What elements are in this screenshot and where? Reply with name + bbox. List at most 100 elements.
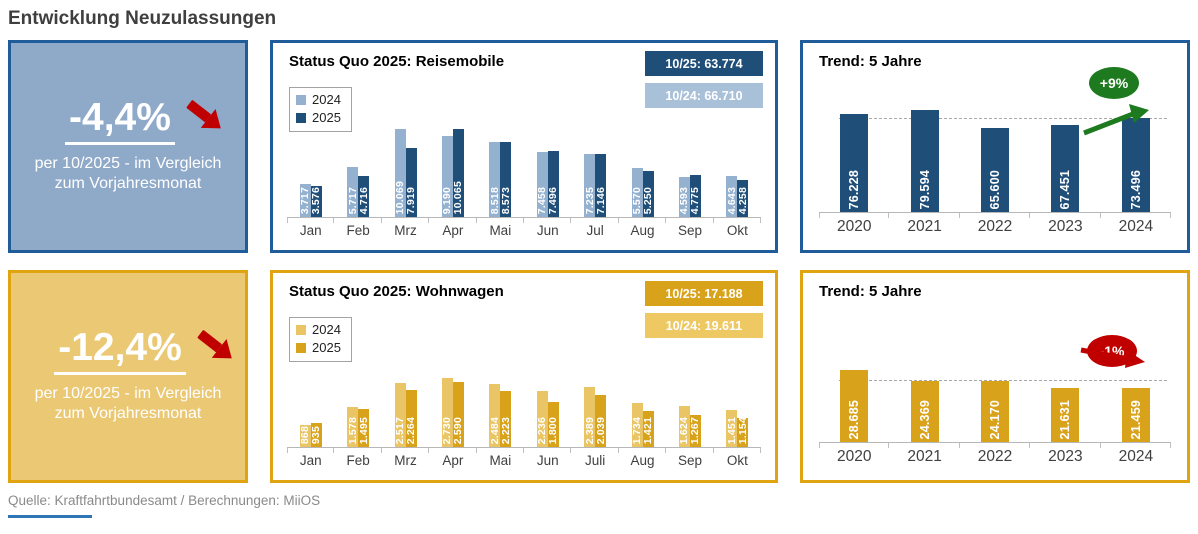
bar-value-label: 7.146 [595, 186, 607, 214]
bar: 5.250 [642, 171, 654, 217]
month-group: 2.236 1.800 [524, 375, 572, 453]
bar: 8.518 [489, 142, 501, 217]
year-group: 28.685 [819, 366, 890, 448]
legend: 2024 2025 [289, 87, 352, 132]
bar-value-label: 1.495 [358, 416, 370, 444]
month-label: Feb [346, 223, 370, 238]
kpi-value-wohnwagen: -12,4% [54, 328, 186, 375]
bar: 1.421 [642, 411, 654, 447]
bar: 2.517 [394, 383, 406, 447]
year-group: 79.594 [889, 104, 961, 218]
month-label: Juli [585, 453, 606, 468]
summary-badges: 10/25: 17.188 10/24: 19.611 [645, 281, 763, 338]
bar-value-label: 5.717 [347, 186, 359, 214]
month-group: 868 935 [287, 375, 335, 453]
year-label: 2022 [977, 218, 1013, 235]
bar: 7.146 [595, 154, 607, 217]
average-reference-line [839, 118, 1167, 119]
year-group: 24.369 [889, 366, 961, 448]
month-group: 7.235 7.146 [571, 125, 620, 223]
year-group: 24.170 [960, 366, 1031, 448]
month-label: Apr [442, 453, 464, 468]
bar-value-label: 2.389 [584, 416, 596, 444]
bar-value-label: 7.458 [536, 186, 548, 214]
month-label: Mrz [394, 223, 417, 238]
bar: 4.716 [358, 176, 370, 217]
bar: 8.573 [500, 142, 512, 217]
month-group: 10.069 7.919 [382, 125, 430, 223]
bar: 1.800 [547, 402, 559, 447]
bar-value-label: 1.421 [642, 416, 654, 444]
month-label: Okt [726, 223, 748, 238]
bar-value-label: 1.624 [678, 416, 690, 444]
month-label: Jun [536, 223, 559, 238]
bar: 935 [310, 423, 322, 447]
bar: 9.190 [441, 136, 453, 217]
legend-item: 2024 [296, 322, 341, 338]
month-label: Apr [442, 223, 464, 238]
year-group: 21.459 [1101, 366, 1172, 448]
trend-up-arrow-icon [1081, 101, 1149, 139]
summary-badge: 10/24: 19.611 [645, 313, 763, 338]
bar: 3.717 [299, 184, 311, 217]
month-label: Sep [677, 223, 702, 238]
bar-value-label: 935 [310, 425, 322, 444]
bar: 73.496 [1121, 118, 1150, 212]
legend-label: 2024 [312, 322, 341, 337]
month-group: 2.389 2.039 [571, 375, 620, 453]
legend-item: 2024 [296, 92, 341, 108]
month-label: Okt [726, 453, 748, 468]
month-group: 4.643 4.258 [714, 125, 762, 223]
bar: 1.495 [358, 409, 370, 447]
month-group: 3.717 3.576 [287, 125, 335, 223]
month-label: Jul [586, 223, 604, 238]
bar-value-label: 8.573 [500, 186, 512, 214]
bar: 1.734 [631, 403, 643, 447]
legend-label: 2025 [312, 340, 341, 356]
summary-badges: 10/25: 63.774 10/24: 66.710 [645, 51, 763, 108]
month-group: 2.730 2.590 [429, 375, 478, 453]
plot-area: 28.685 24.369 24.170 21.631 21.459 2020 2021 20… [819, 366, 1172, 466]
bar-value-label: 4.593 [678, 186, 690, 214]
month-group: 8.518 8.573 [477, 125, 525, 223]
bar: 1.578 [347, 407, 359, 447]
kpi-caption-reisemobile: per 10/2025 - im Vergleich zum Vorjahres… [34, 154, 222, 193]
bar-value-label: 4.775 [689, 186, 701, 214]
bar: 5.570 [631, 168, 643, 217]
bar-value-label: 3.717 [299, 186, 311, 214]
year-label: 2021 [907, 448, 942, 465]
bar: 2.590 [452, 382, 464, 447]
month-label: Mai [489, 453, 512, 468]
bar-value-label: 24.369 [917, 399, 932, 439]
month-label: Feb [346, 453, 370, 468]
month-group: 5.570 5.250 [619, 125, 667, 223]
plot-area: 76.228 79.594 65.600 67.451 73.496 2020 2021 20… [819, 104, 1172, 236]
bar-value-label: 65.600 [988, 169, 1003, 209]
bar: 10.069 [394, 129, 406, 217]
month-group: 4.593 4.775 [666, 125, 715, 223]
bar-value-label: 2.484 [489, 416, 501, 444]
month-group: 9.190 10.065 [429, 125, 478, 223]
bar-value-label: 4.258 [737, 186, 749, 214]
bar: 7.458 [536, 152, 548, 217]
bar: 4.775 [689, 175, 701, 217]
bar-value-label: 24.170 [988, 399, 1003, 439]
bar: 2.039 [595, 395, 607, 447]
month-group: 2.484 2.223 [477, 375, 525, 453]
bar-value-label: 2.517 [394, 416, 406, 444]
bar: 1.451 [726, 410, 738, 447]
bar: 2.389 [584, 387, 596, 447]
kpi-card-reisemobile: -4,4% per 10/2025 - im Vergleich zum Vor… [8, 40, 248, 253]
bar: 2.264 [405, 390, 417, 447]
bar: 4.258 [737, 180, 749, 217]
summary-badge: 10/24: 66.710 [645, 83, 763, 108]
red-down-right-arrow-icon [197, 329, 232, 359]
bar: 2.730 [441, 378, 453, 447]
legend-label: 2025 [312, 110, 341, 126]
dashboard-grid: -4,4% per 10/2025 - im Vergleich zum Vor… [8, 40, 1190, 483]
bar-value-label: 10.069 [394, 180, 406, 214]
year-group: 73.496 [1101, 104, 1172, 218]
bar: 3.576 [310, 186, 322, 217]
bar: 65.600 [981, 128, 1010, 212]
year-label: 2023 [1048, 448, 1083, 465]
